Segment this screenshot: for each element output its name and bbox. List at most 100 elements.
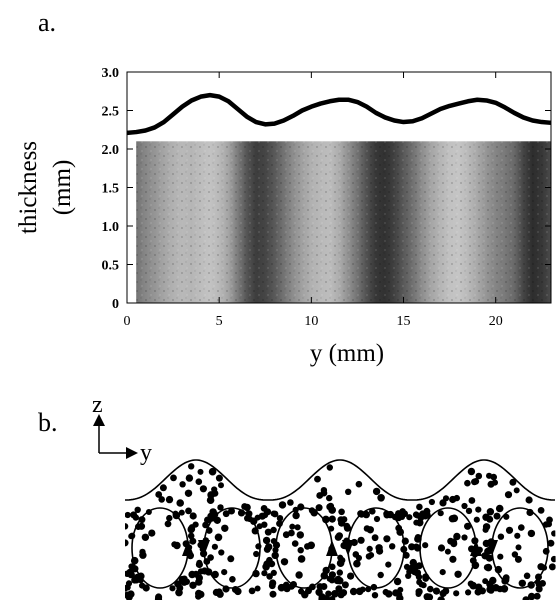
particle-dot xyxy=(154,595,163,600)
x-tick-label: 15 xyxy=(397,314,411,329)
particle-dot xyxy=(402,551,410,559)
particle-dot xyxy=(125,570,131,577)
particle-dot xyxy=(375,544,383,552)
particle-dot xyxy=(214,533,223,542)
particle-dot xyxy=(276,515,284,522)
particle-dot xyxy=(296,531,304,539)
particle-dot xyxy=(373,515,381,523)
particle-dot xyxy=(141,533,150,541)
particle-dot xyxy=(405,572,412,580)
particle-dot xyxy=(461,502,468,510)
x-axis-label: y (mm) xyxy=(310,340,384,367)
particle-dot xyxy=(422,542,429,549)
particle-dot xyxy=(178,509,185,516)
particle-dot xyxy=(513,487,520,494)
particle-dot xyxy=(298,588,305,595)
particle-dot xyxy=(550,555,556,563)
particle-dot xyxy=(314,475,321,483)
particle-dot xyxy=(328,571,336,579)
particle-dot xyxy=(261,570,268,577)
particle-dot xyxy=(415,562,423,570)
y-tick-label: 2.0 xyxy=(102,143,120,158)
particle-dot xyxy=(385,561,392,568)
particle-dot xyxy=(518,579,526,587)
particle-dot xyxy=(366,545,373,553)
particle-dot xyxy=(229,576,236,583)
particle-dot xyxy=(533,592,541,600)
convection-roll xyxy=(419,507,477,589)
particle-dot xyxy=(138,516,146,524)
particle-dot xyxy=(227,555,235,563)
axis-y-label: y xyxy=(140,440,152,466)
particle-dot xyxy=(243,503,251,512)
particle-dot xyxy=(484,563,493,572)
particle-dot xyxy=(527,592,536,600)
particle-dot xyxy=(328,577,336,584)
particle-dot xyxy=(475,506,482,513)
particle-dot xyxy=(331,590,339,598)
particle-dot xyxy=(421,512,427,519)
particle-dot xyxy=(148,529,156,537)
panel-a-label: a. xyxy=(38,8,57,37)
particle-dot xyxy=(486,585,494,594)
particle-dot xyxy=(415,588,423,596)
particle-dot xyxy=(514,555,522,563)
particle-dot xyxy=(132,576,141,584)
particle-dot xyxy=(158,496,165,503)
particle-dot xyxy=(294,524,301,531)
particle-dot xyxy=(125,523,129,530)
particle-dot xyxy=(326,494,333,502)
particle-dot xyxy=(467,580,475,587)
particle-dot xyxy=(266,573,273,580)
roll-arrow-up xyxy=(182,540,194,556)
particle-dot xyxy=(515,544,522,551)
particle-dot xyxy=(487,480,495,488)
particle-dot xyxy=(339,589,348,597)
particle-dot xyxy=(345,488,352,495)
particle-dot xyxy=(195,593,202,600)
particle-dot xyxy=(511,551,519,558)
free-surface-line xyxy=(125,459,555,501)
particle-dot xyxy=(393,577,402,586)
particle-dot xyxy=(371,534,379,542)
particle-dot xyxy=(537,507,545,514)
x-tick-label: 10 xyxy=(304,314,318,329)
particle-dot xyxy=(464,479,471,487)
particle-dot xyxy=(326,464,333,471)
y-tick-label: 0 xyxy=(112,297,119,312)
particle-dot xyxy=(282,531,290,539)
roll-arrow-down xyxy=(486,540,498,556)
particle-dot xyxy=(453,590,460,597)
particle-dot xyxy=(222,510,230,518)
particle-dot xyxy=(197,568,205,575)
particle-dot xyxy=(453,532,461,541)
thickness-plot: 0 5 10 15 20 0 0.5 1.0 1.5 2.0 2.5 3.0 y (mm) thick… xyxy=(15,66,552,367)
particle-dot xyxy=(432,587,441,595)
particle-dot xyxy=(292,511,300,520)
particle-dot xyxy=(416,579,423,586)
particle-dot xyxy=(349,587,358,596)
particle-dot xyxy=(263,545,271,553)
particle-dot xyxy=(518,524,525,531)
x-tick-label: 5 xyxy=(216,314,223,329)
particle-dot xyxy=(362,510,370,519)
particle-dot xyxy=(218,549,225,556)
y-tick-label: 0.5 xyxy=(102,259,120,274)
particle-dot xyxy=(442,495,450,502)
particle-dot xyxy=(334,575,342,583)
particle-dot xyxy=(270,569,277,577)
particle-dot xyxy=(288,529,295,537)
particle-dot xyxy=(547,539,555,547)
particle-dot xyxy=(449,555,457,563)
particle-dot xyxy=(336,559,345,567)
particle-dot xyxy=(159,484,167,492)
particle-dot xyxy=(473,516,480,523)
particle-dot xyxy=(329,596,336,600)
particle-dot xyxy=(372,487,381,496)
particle-dot xyxy=(254,585,261,592)
particle-dot xyxy=(221,524,229,532)
particle-dot xyxy=(189,537,197,545)
particle-dot xyxy=(336,569,343,576)
particle-dot xyxy=(253,550,260,558)
particle-dot xyxy=(413,519,420,526)
